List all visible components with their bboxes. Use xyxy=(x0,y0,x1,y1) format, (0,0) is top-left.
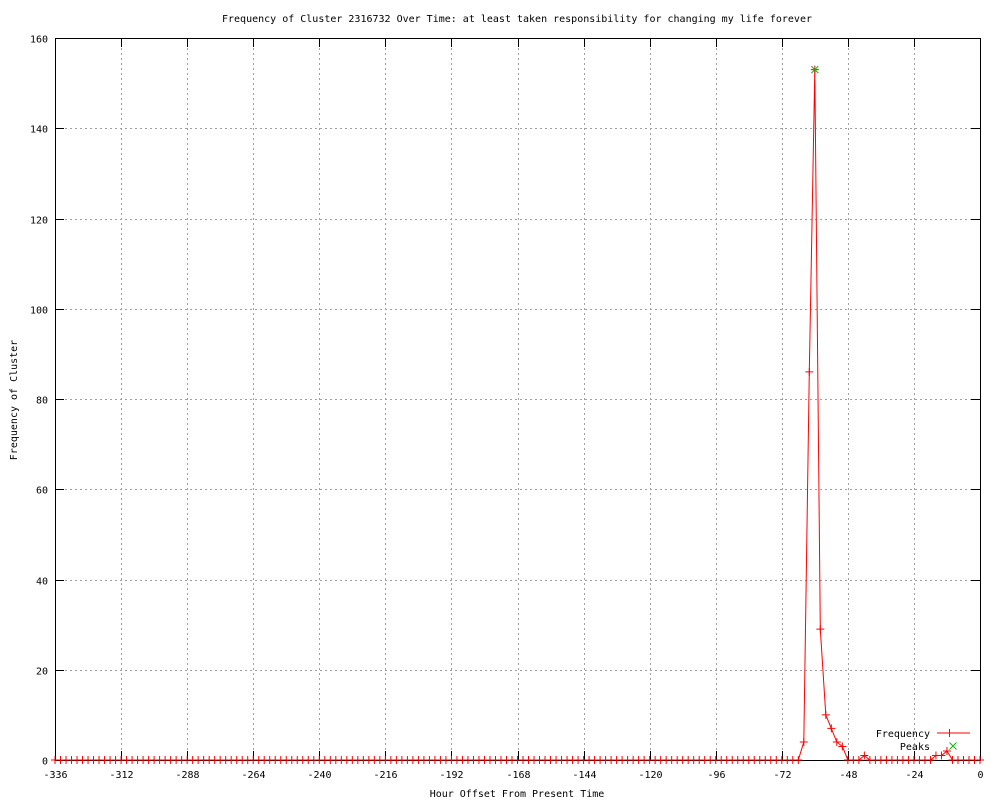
frequency-point xyxy=(805,367,814,376)
frequency-point xyxy=(816,625,825,634)
frequency-point xyxy=(794,756,803,764)
frequency-point xyxy=(838,742,847,751)
y-tick-label: 100 xyxy=(30,306,48,317)
y-tick-label: 80 xyxy=(36,396,48,407)
frequency-point xyxy=(827,724,836,733)
peak-point xyxy=(810,65,819,74)
frequency-point xyxy=(926,756,935,764)
x-tick-label: -48 xyxy=(839,770,857,781)
frequency-point xyxy=(942,746,951,755)
x-tick-label: -24 xyxy=(905,770,923,781)
x-tick-label: -120 xyxy=(638,770,662,781)
y-tick-label: 40 xyxy=(36,577,48,588)
legend-label-frequency: Frequency xyxy=(876,729,930,740)
x-tick-label: -192 xyxy=(439,770,463,781)
x-tick-label: -144 xyxy=(572,770,596,781)
axes: -336 -312 -288 -264 -240 -216 -192 -168 -144 -120… xyxy=(30,35,984,782)
series-layer xyxy=(51,65,984,764)
legend-label-peaks: Peaks xyxy=(900,742,930,753)
x-tick-label: -288 xyxy=(175,770,199,781)
y-axis-label: Frequency of Cluster xyxy=(9,340,20,460)
x-tick-label: -312 xyxy=(109,770,133,781)
x-tick-label: -96 xyxy=(707,770,725,781)
frequency-point xyxy=(860,751,869,760)
frequency-point xyxy=(854,756,863,764)
chart-title: Frequency of Cluster 2316732 Over Time: … xyxy=(222,14,812,25)
frequency-point xyxy=(821,710,830,719)
x-tick-label: -72 xyxy=(773,770,791,781)
y-tick-label: 60 xyxy=(36,486,48,497)
frequency-point xyxy=(799,737,808,746)
frequency-point xyxy=(976,756,984,764)
x-tick-label: 0 xyxy=(977,770,983,781)
y-tick-label: 160 xyxy=(30,35,48,46)
y-tick-label: 20 xyxy=(36,667,48,678)
y-tick-label: 140 xyxy=(30,125,48,136)
frequency-point xyxy=(937,751,946,760)
x-tick-label: -336 xyxy=(43,770,67,781)
y-tick-label: 120 xyxy=(30,216,48,227)
legend-marker-peaks xyxy=(949,742,957,750)
legend: Frequency Peaks xyxy=(876,729,970,753)
x-tick-label: -240 xyxy=(307,770,331,781)
y-tick-label: 0 xyxy=(42,757,48,768)
grid xyxy=(55,38,980,760)
x-tick-label: -216 xyxy=(373,770,397,781)
x-tick-label: -168 xyxy=(506,770,530,781)
x-axis-label: Hour Offset From Present Time xyxy=(430,789,605,800)
frequency-point xyxy=(832,737,841,746)
x-tick-label: -264 xyxy=(241,770,265,781)
legend-marker-frequency xyxy=(945,729,954,737)
frequency-line xyxy=(55,69,980,761)
